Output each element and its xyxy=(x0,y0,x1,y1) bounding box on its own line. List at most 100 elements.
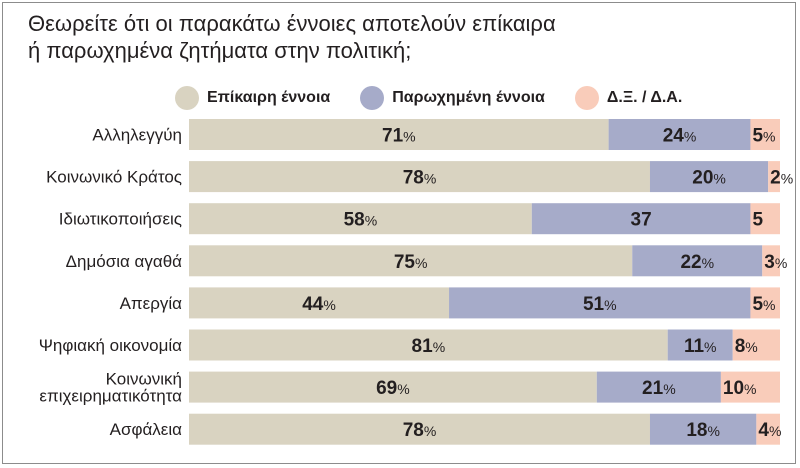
bar-segment xyxy=(189,329,668,361)
data-label: 78% xyxy=(403,420,437,441)
data-label-value: 5 xyxy=(752,210,763,231)
data-label-value: 78 xyxy=(403,168,424,189)
data-label-percent: % xyxy=(365,213,377,229)
data-label-percent: % xyxy=(403,129,415,145)
data-label-percent: % xyxy=(397,381,409,397)
bar-segment xyxy=(189,371,597,403)
data-label-value: 71 xyxy=(382,126,404,147)
data-label: 5% xyxy=(752,294,775,315)
bar-segment xyxy=(768,161,780,193)
category-label: Αλληλεγγύη xyxy=(92,126,182,145)
bar-segment xyxy=(750,119,780,150)
bar-segment xyxy=(750,287,780,319)
data-label-value: 10 xyxy=(723,378,744,399)
data-label: 20% xyxy=(692,168,726,189)
category-label-line: επιχειρηματικότητα xyxy=(39,387,182,406)
bar-segment xyxy=(596,371,721,403)
data-label-value: 2 xyxy=(770,168,781,189)
category-label-line: Δημόσια αγαθά xyxy=(66,252,182,271)
data-label-value: 22 xyxy=(680,252,701,273)
bar-segment xyxy=(189,119,609,150)
data-label-value: 8 xyxy=(735,336,746,357)
data-label: 2% xyxy=(770,168,793,189)
data-label-percent: % xyxy=(433,339,445,355)
bar-segment xyxy=(449,287,751,319)
bar-segment xyxy=(762,245,780,277)
data-label-value: 69 xyxy=(376,378,397,399)
chart-title-line-1: Θεωρείτε ότι οι παρακάτω έννοιες αποτελο… xyxy=(28,11,556,36)
data-label-value: 58 xyxy=(344,210,365,231)
bar-segment xyxy=(189,413,650,445)
data-label-value: 44 xyxy=(302,294,324,315)
data-label: 5% xyxy=(752,126,775,147)
data-label-percent: % xyxy=(604,297,616,313)
data-label: 44% xyxy=(302,294,336,315)
data-label: 8% xyxy=(735,336,758,357)
data-label-value: 81 xyxy=(412,336,434,357)
data-label-percent: % xyxy=(781,171,793,187)
bar-segment xyxy=(608,119,751,150)
data-label-percent: % xyxy=(415,255,427,271)
data-label: 5 xyxy=(752,210,763,231)
category-label: Δημόσια αγαθά xyxy=(66,252,182,271)
data-label-percent: % xyxy=(713,171,725,187)
data-label-value: 5 xyxy=(752,294,763,315)
category-label: Ιδιωτικοποιήσεις xyxy=(59,210,182,229)
category-label: Απεργία xyxy=(120,294,183,313)
data-label-value: 21 xyxy=(642,378,664,399)
data-label-percent: % xyxy=(702,255,714,271)
legend-label-dk: Δ.Ξ. / Δ.Α. xyxy=(606,89,683,106)
bar-segment xyxy=(667,329,733,361)
data-label-percent: % xyxy=(763,297,775,313)
data-label-percent: % xyxy=(684,129,696,145)
bar-segment xyxy=(649,413,757,445)
data-label: 78% xyxy=(403,168,437,189)
data-label: 4% xyxy=(758,420,781,441)
data-label-percent: % xyxy=(744,381,756,397)
category-label: Ασφάλεια xyxy=(110,420,183,439)
category-label: Κοινωνικό Κράτος xyxy=(46,168,182,187)
data-label: 58% xyxy=(344,210,378,231)
legend-item-topical: Επίκαιρη έννοια xyxy=(175,86,330,110)
data-label: 24% xyxy=(663,126,697,147)
chart-legend: Επίκαιρη έννοια Παρωχημένη έννοια Δ.Ξ. /… xyxy=(175,86,682,110)
data-label: 11% xyxy=(684,336,717,357)
legend-item-outdated: Παρωχημένη έννοια xyxy=(360,86,545,110)
data-label: 51% xyxy=(583,294,617,315)
bar-segment xyxy=(189,245,633,277)
category-label-line: Ασφάλεια xyxy=(110,420,183,439)
data-label-value: 78 xyxy=(403,420,424,441)
data-label-percent: % xyxy=(424,423,436,439)
data-label-percent: % xyxy=(745,339,757,355)
bar-segment xyxy=(531,203,751,235)
data-label: 3% xyxy=(764,252,787,273)
bar-segment xyxy=(750,203,780,235)
chart-frame xyxy=(2,2,796,464)
data-label: 81% xyxy=(412,336,446,357)
category-label-line: Απεργία xyxy=(120,294,183,313)
data-label: 18% xyxy=(686,420,720,441)
data-label-percent: % xyxy=(663,381,675,397)
legend-label-topical: Επίκαιρη έννοια xyxy=(207,89,331,106)
legend-swatch-topical xyxy=(175,86,199,110)
bar-segment xyxy=(632,245,763,277)
data-label: 21% xyxy=(642,378,676,399)
legend-item-dk: Δ.Ξ. / Δ.Α. xyxy=(574,86,683,110)
data-label-value: 37 xyxy=(631,210,652,231)
bar-segment xyxy=(756,413,780,445)
chart-title-line-2: ή παρωχημένα ζητήματα στην πολιτική; xyxy=(28,38,412,63)
data-label-value: 51 xyxy=(583,294,605,315)
data-label: 37 xyxy=(631,210,652,231)
data-label-percent: % xyxy=(775,255,787,271)
bar-segment xyxy=(189,203,532,235)
category-label-line: Κοινωνικό Κράτος xyxy=(46,168,182,187)
bar-segment xyxy=(189,161,650,193)
category-label: Ψηφιακή οικονομία xyxy=(39,336,182,355)
bar-segment xyxy=(649,161,769,193)
data-label-value: 18 xyxy=(686,420,707,441)
category-label-line: Ιδιωτικοποιήσεις xyxy=(59,210,182,229)
data-label-percent: % xyxy=(763,129,775,145)
category-label: Κοινωνική επιχειρηματικότητα xyxy=(39,370,182,406)
data-label-percent: % xyxy=(769,423,781,439)
data-label-value: 3 xyxy=(764,252,775,273)
